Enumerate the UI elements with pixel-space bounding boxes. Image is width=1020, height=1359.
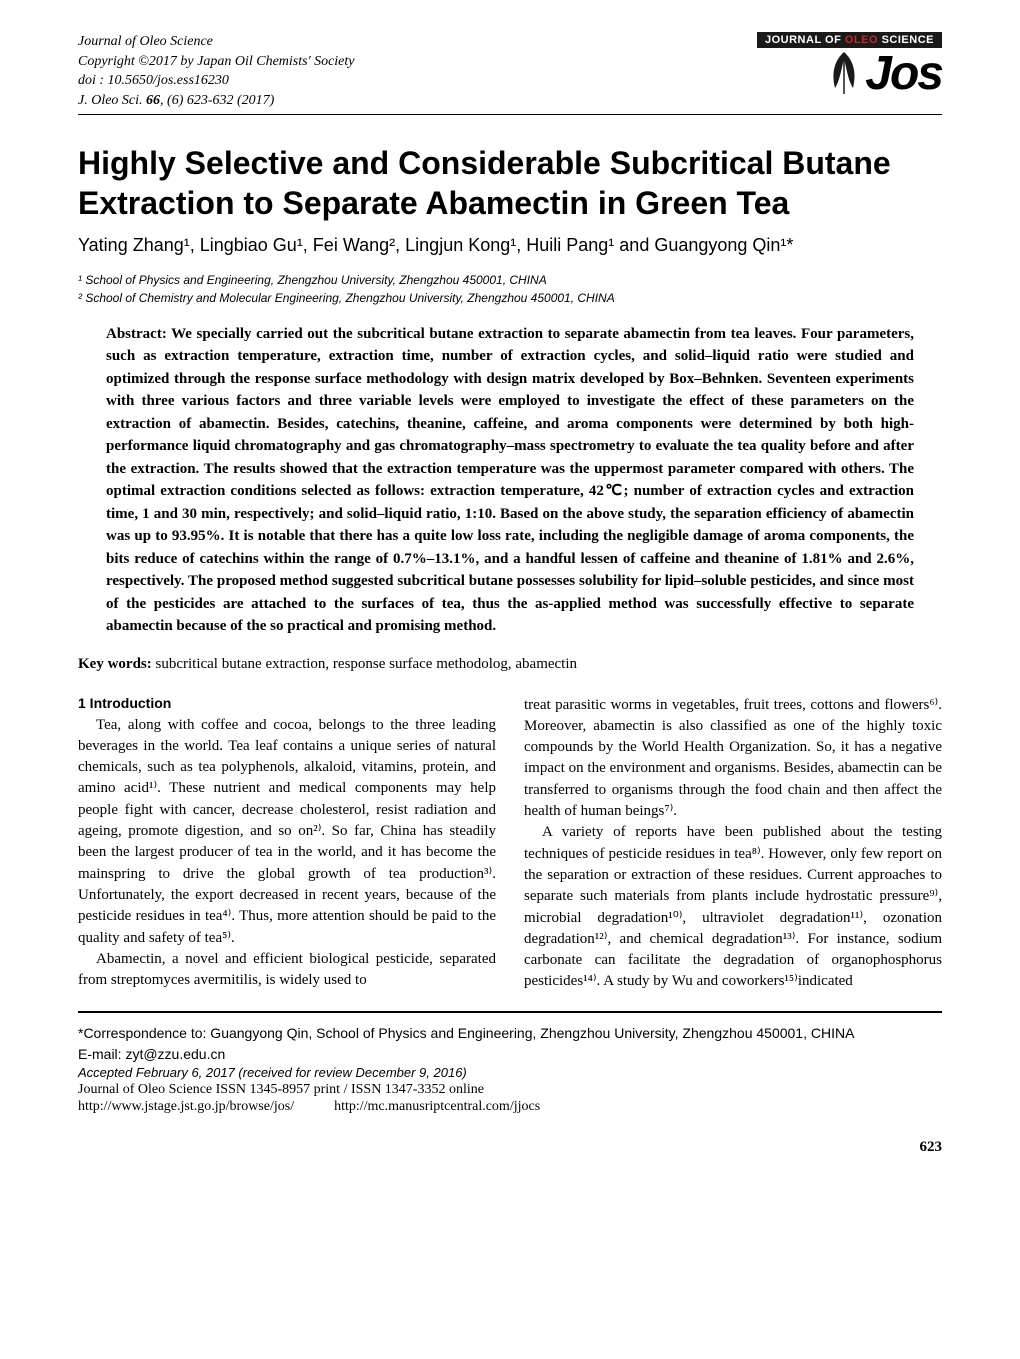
citation-prefix: J. Oleo Sci.	[78, 93, 146, 108]
affiliations: ¹ School of Physics and Engineering, Zhe…	[78, 271, 942, 307]
copyright-line: Copyright ©2017 by Japan Oil Chemists' S…	[78, 52, 355, 72]
intro-p2: Abamectin, a novel and efficient biologi…	[78, 949, 496, 992]
url-2: http://mc.manusriptcentral.com/jjocs	[334, 1099, 540, 1114]
doi-line: doi : 10.5650/jos.ess16230	[78, 71, 355, 91]
citation-rest: , (6) 623-632 (2017)	[160, 93, 274, 108]
keywords-text: subcritical butane extraction, response …	[156, 656, 578, 672]
affiliation-2: ² School of Chemistry and Molecular Engi…	[78, 289, 942, 307]
intro-p4: A variety of reports have been published…	[524, 822, 942, 992]
accepted-line: Accepted February 6, 2017 (received for …	[78, 1065, 942, 1080]
abstract-text: Abstract: We specially carried out the s…	[106, 323, 914, 638]
intro-p1: Tea, along with coffee and cocoa, belong…	[78, 715, 496, 949]
right-column: treat parasitic worms in vegetables, fru…	[524, 695, 942, 993]
logo-bar: JOURNAL OF OLEO SCIENCE	[757, 32, 942, 48]
logo-main: Jos	[827, 50, 942, 98]
page-header: Journal of Oleo Science Copyright ©2017 …	[78, 32, 942, 115]
url-1: http://www.jstage.jst.go.jp/browse/jos/	[78, 1099, 294, 1114]
url-line: http://www.jstage.jst.go.jp/browse/jos/h…	[78, 1099, 942, 1115]
keywords-line: Key words: subcritical butane extraction…	[78, 656, 942, 673]
abstract-body: We specially carried out the subcritical…	[106, 326, 914, 635]
intro-p3: treat parasitic worms in vegetables, fru…	[524, 695, 942, 823]
intro-heading: 1 Introduction	[78, 695, 496, 711]
logo-bar-pre: JOURNAL OF	[765, 34, 841, 46]
leaf-icon	[827, 50, 861, 98]
affiliation-1: ¹ School of Physics and Engineering, Zhe…	[78, 271, 942, 289]
keywords-label: Key words:	[78, 656, 156, 672]
correspondence-line: *Correspondence to: Guangyong Qin, Schoo…	[78, 1023, 942, 1044]
footer: *Correspondence to: Guangyong Qin, Schoo…	[78, 1011, 942, 1116]
authors-line: Yating Zhang¹, Lingbiao Gu¹, Fei Wang², …	[78, 233, 942, 258]
journal-logo: JOURNAL OF OLEO SCIENCE Jos	[757, 32, 942, 98]
citation-volume: 66	[146, 93, 160, 108]
issn-line: Journal of Oleo Science ISSN 1345-8957 p…	[78, 1080, 942, 1100]
journal-meta: Journal of Oleo Science Copyright ©2017 …	[78, 32, 355, 110]
logo-bar-post: SCIENCE	[882, 34, 934, 46]
citation-line: J. Oleo Sci. 66, (6) 623-632 (2017)	[78, 91, 355, 111]
body-columns: 1 Introduction Tea, along with coffee an…	[78, 695, 942, 993]
logo-text: Jos	[865, 50, 942, 98]
email-line: E-mail: zyt@zzu.edu.cn	[78, 1044, 942, 1065]
article-title: Highly Selective and Considerable Subcri…	[78, 143, 942, 223]
journal-name: Journal of Oleo Science	[78, 32, 355, 52]
abstract-label: Abstract:	[106, 326, 171, 342]
abstract-block: Abstract: We specially carried out the s…	[78, 323, 942, 638]
page-number: 623	[78, 1139, 942, 1156]
left-column: 1 Introduction Tea, along with coffee an…	[78, 695, 496, 993]
logo-bar-red: OLEO	[841, 34, 881, 46]
